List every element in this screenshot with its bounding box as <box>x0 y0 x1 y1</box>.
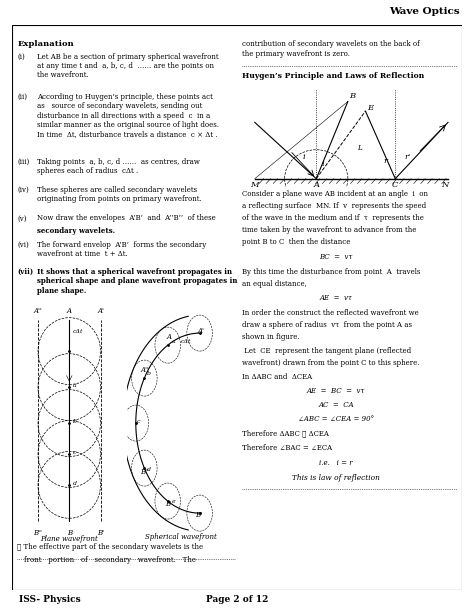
Text: secondary wavelets.: secondary wavelets. <box>36 227 115 235</box>
Text: c: c <box>73 450 76 455</box>
Text: Let  CE  represent the tangent plane (reflected: Let CE represent the tangent plane (refl… <box>241 347 410 356</box>
Text: ISS- Physics: ISS- Physics <box>19 595 81 604</box>
Text: r': r' <box>404 153 410 161</box>
Text: a reflecting surface  MN. If  v  represents the speed: a reflecting surface MN. If v represents… <box>241 202 426 210</box>
Text: i.e.   i = r: i.e. i = r <box>319 459 353 466</box>
Text: i: i <box>321 160 324 168</box>
Text: C: C <box>392 181 399 189</box>
Text: point B to C  then the distance: point B to C then the distance <box>241 238 350 246</box>
Text: a: a <box>73 383 77 388</box>
Text: Consider a plane wave AB incident at an angle  i  on: Consider a plane wave AB incident at an … <box>241 189 428 197</box>
Text: B: B <box>350 92 356 101</box>
Text: The forward envelop  A’B’  forms the secondary
wavefront at time  t + Δt.: The forward envelop A’B’ forms the secon… <box>36 241 206 258</box>
Text: a: a <box>172 339 175 344</box>
Text: c: c <box>137 419 140 424</box>
Text: AE  =  BC  =  vτ: AE = BC = vτ <box>307 387 365 395</box>
Text: A'': A'' <box>140 367 149 375</box>
Text: ❖ The effective part of the secondary wavelets is the: ❖ The effective part of the secondary wa… <box>17 543 203 551</box>
Text: b: b <box>146 371 151 376</box>
Text: B: B <box>67 529 72 537</box>
Text: wavefront) drawn from the point C to this sphere.: wavefront) drawn from the point C to thi… <box>241 359 419 367</box>
Text: E: E <box>367 104 374 112</box>
Text: According to Huygen’s principle, these points act
as   source of secondary wavel: According to Huygen’s principle, these p… <box>36 93 219 138</box>
Text: contribution of secondary wavelets on the back of
the primary wavefront is zero.: contribution of secondary wavelets on th… <box>241 40 419 58</box>
Text: (vii): (vii) <box>17 268 33 276</box>
Text: A: A <box>313 181 319 189</box>
Text: (iv): (iv) <box>17 186 29 194</box>
Text: d: d <box>146 467 151 473</box>
Text: N: N <box>441 181 448 189</box>
Text: B': B' <box>195 511 202 519</box>
Text: B': B' <box>97 529 104 537</box>
Text: draw a sphere of radius  vτ  from the point A as: draw a sphere of radius vτ from the poin… <box>241 321 411 329</box>
Text: Let AB be a section of primary spherical wavefront
at any time t and  a, b, c, d: Let AB be a section of primary spherical… <box>36 53 218 79</box>
Text: A: A <box>166 333 171 341</box>
Text: d: d <box>73 481 77 486</box>
Text: e: e <box>172 500 175 504</box>
Text: (i): (i) <box>17 53 25 61</box>
Text: of the wave in the medium and if  τ  represents the: of the wave in the medium and if τ repre… <box>241 214 423 222</box>
Text: B: B <box>165 500 170 508</box>
Text: B'': B'' <box>34 529 43 537</box>
Text: A: A <box>67 306 72 314</box>
Text: BC  =  vτ: BC = vτ <box>319 253 353 261</box>
Text: Therefore ΔABC ≅ ΔCEA: Therefore ΔABC ≅ ΔCEA <box>241 430 328 438</box>
Text: Wave Optics: Wave Optics <box>389 7 460 17</box>
Text: Therefore ∠BAC = ∠ECA: Therefore ∠BAC = ∠ECA <box>241 444 332 452</box>
Text: shown in figure.: shown in figure. <box>241 333 299 341</box>
Text: an equal distance,: an equal distance, <box>241 280 306 288</box>
Text: A'': A'' <box>34 306 42 314</box>
Text: time taken by the wavefront to advance from the: time taken by the wavefront to advance f… <box>241 226 416 234</box>
Text: This is law of reflection: This is law of reflection <box>292 474 380 482</box>
Text: B'': B'' <box>140 468 149 476</box>
Text: It shows that a spherical wavefront propagates in
spherical shape and plane wave: It shows that a spherical wavefront prop… <box>36 268 237 294</box>
Text: ∠ABC = ∠CEA = 90°: ∠ABC = ∠CEA = 90° <box>298 415 374 423</box>
Text: (ii): (ii) <box>17 93 27 101</box>
Text: Huygen’s Principle and Laws of Reflection: Huygen’s Principle and Laws of Reflectio… <box>241 72 424 80</box>
Text: cΔt: cΔt <box>181 339 191 344</box>
Text: These spheres are called secondary wavelets
originating from points on primary w: These spheres are called secondary wavel… <box>36 186 201 204</box>
Text: (v): (v) <box>17 215 27 223</box>
Text: AC  =  CA: AC = CA <box>318 401 354 409</box>
Text: i: i <box>302 153 305 161</box>
Text: A': A' <box>97 306 104 314</box>
Text: AE  =  vτ: AE = vτ <box>319 294 353 302</box>
Text: Spherical wavefront: Spherical wavefront <box>146 533 217 541</box>
Text: (vi): (vi) <box>17 241 29 249</box>
Text: Plane wavefront: Plane wavefront <box>40 535 98 543</box>
Text: Explanation: Explanation <box>17 40 74 48</box>
Text: Page 2 of 12: Page 2 of 12 <box>206 595 268 604</box>
Text: r: r <box>383 156 387 165</box>
Text: (iii): (iii) <box>17 158 29 166</box>
Text: A': A' <box>198 327 205 335</box>
Text: In ΔABC and  ΔCEA: In ΔABC and ΔCEA <box>241 373 311 381</box>
Text: L: L <box>356 143 361 152</box>
Text: cΔt: cΔt <box>73 329 83 334</box>
Text: In order the construct the reflected wavefront we: In order the construct the reflected wav… <box>241 309 418 317</box>
Text: Now draw the envelopes  A’B’  and  A’’B’’  of these: Now draw the envelopes A’B’ and A’’B’’ o… <box>36 215 215 223</box>
Text: b: b <box>73 419 77 424</box>
Text: By this time the disturbance from point  A  travels: By this time the disturbance from point … <box>241 268 420 276</box>
Text: front   portion   of   secondary   wavefront.   The: front portion of secondary wavefront. Th… <box>24 555 196 563</box>
Text: M: M <box>250 181 259 189</box>
Text: Taking points  a, b, c, d ……  as centres, draw
spheres each of radius  cΔt .: Taking points a, b, c, d …… as centres, … <box>36 158 200 175</box>
